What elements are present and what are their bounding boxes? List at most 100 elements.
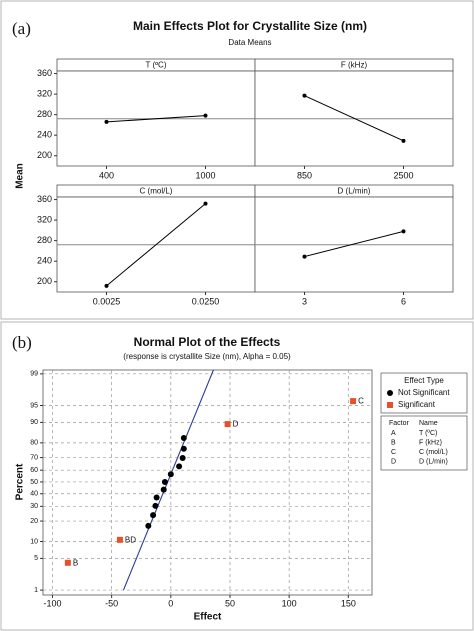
point-label: BD bbox=[125, 535, 136, 544]
x-tick-label: 6 bbox=[401, 296, 406, 306]
panel-label: (b) bbox=[12, 333, 32, 352]
x-tick-label: -50 bbox=[105, 598, 118, 608]
panel-title: C (mol/L) bbox=[140, 187, 173, 196]
y-tick-label: 90 bbox=[30, 419, 38, 426]
effect-point bbox=[161, 478, 168, 485]
mean-point bbox=[104, 119, 109, 124]
plot-area bbox=[42, 369, 373, 596]
y-tick-label: 99 bbox=[30, 371, 38, 378]
y-tick-label: 200 bbox=[37, 150, 52, 160]
x-tick-label: 150 bbox=[341, 598, 356, 608]
chart-title: Main Effects Plot for Crystallite Size (… bbox=[133, 19, 367, 33]
x-tick-label: 850 bbox=[297, 170, 312, 180]
panel-label: (a) bbox=[12, 19, 31, 38]
y-tick-label: 40 bbox=[30, 491, 38, 498]
y-axis-label: Percent bbox=[15, 463, 26, 500]
y-tick-label: 320 bbox=[37, 214, 52, 224]
y-tick-label: 10 bbox=[30, 538, 38, 545]
effect-point bbox=[160, 486, 167, 493]
effect-point bbox=[350, 398, 357, 405]
mean-point bbox=[302, 254, 307, 259]
x-tick-label: -100 bbox=[43, 598, 61, 608]
effect-point bbox=[145, 522, 152, 529]
mean-point bbox=[203, 201, 208, 206]
panel-title: F (kHz) bbox=[341, 61, 368, 70]
effect-point bbox=[64, 559, 71, 566]
chart-subtitle: (response is crystallite Size (nm), Alph… bbox=[123, 352, 291, 361]
factor-table-cell: D bbox=[391, 458, 396, 465]
legend-marker bbox=[387, 390, 393, 396]
factor-table-cell: B bbox=[391, 439, 396, 446]
factor-table-header: Name bbox=[419, 420, 438, 427]
mean-point bbox=[401, 138, 406, 143]
effect-line bbox=[304, 230, 404, 258]
panel-title: T (ºC) bbox=[146, 61, 167, 70]
legend-label: Not Significant bbox=[398, 388, 450, 397]
effect-point bbox=[167, 471, 174, 478]
effect-line bbox=[106, 115, 206, 123]
effect-point bbox=[150, 512, 157, 519]
factor-table-cell: T (ºC) bbox=[419, 430, 437, 437]
x-tick-label: 0.0025 bbox=[93, 296, 121, 306]
y-tick-label: 240 bbox=[37, 130, 52, 140]
y-tick-label: 5 bbox=[34, 555, 38, 562]
effect-point bbox=[180, 445, 187, 452]
mean-point bbox=[401, 229, 406, 234]
effect-point bbox=[224, 421, 231, 428]
legend-box bbox=[380, 372, 468, 414]
y-tick-label: 20 bbox=[30, 518, 38, 525]
legend-label: Significant bbox=[398, 400, 436, 409]
factor-table-cell: F (kHz) bbox=[419, 439, 442, 446]
y-tick-label: 80 bbox=[30, 440, 38, 447]
y-tick-label: 320 bbox=[37, 88, 52, 98]
x-tick-label: 100 bbox=[282, 598, 297, 608]
mean-point bbox=[302, 93, 307, 98]
panel-title: D (L/min) bbox=[338, 187, 371, 196]
mean-point bbox=[104, 283, 109, 288]
legend-title: Effect Type bbox=[404, 376, 444, 385]
x-tick-label: 0.0250 bbox=[192, 296, 220, 306]
effect-point bbox=[152, 502, 159, 509]
factor-table-header: Factor bbox=[389, 420, 410, 427]
y-tick-label: 280 bbox=[37, 235, 52, 245]
y-tick-label: 360 bbox=[37, 68, 52, 78]
y-tick-label: 70 bbox=[30, 454, 38, 461]
x-tick-label: 0 bbox=[168, 598, 173, 608]
factor-table-cell: D (L/min) bbox=[419, 458, 448, 465]
x-tick-label: 2500 bbox=[393, 170, 413, 180]
mean-point bbox=[203, 113, 208, 118]
effect-point bbox=[179, 455, 186, 462]
fit-line bbox=[122, 369, 214, 591]
y-tick-label: 95 bbox=[30, 402, 38, 409]
effect-line bbox=[106, 203, 206, 287]
chart-title: Normal Plot of the Effects bbox=[134, 335, 281, 349]
effect-point bbox=[153, 494, 160, 501]
x-tick-label: 1000 bbox=[195, 170, 215, 180]
y-axis-label: Mean bbox=[15, 163, 26, 189]
factor-table-cell: C bbox=[391, 449, 396, 456]
y-tick-label: 50 bbox=[30, 479, 38, 486]
factor-table-cell: C (mol/L) bbox=[419, 449, 448, 456]
y-tick-label: 360 bbox=[37, 194, 52, 204]
y-tick-label: 1 bbox=[34, 587, 38, 594]
effect-line bbox=[304, 95, 404, 142]
y-tick-label: 200 bbox=[37, 276, 52, 286]
chart-subtitle: Data Means bbox=[228, 38, 271, 47]
point-label: D bbox=[233, 420, 239, 429]
point-label: C bbox=[358, 397, 364, 406]
x-tick-label: 400 bbox=[99, 170, 114, 180]
x-tick-label: 3 bbox=[302, 296, 307, 306]
effect-point bbox=[176, 463, 183, 470]
effect-point bbox=[116, 536, 123, 543]
legend-marker bbox=[387, 402, 393, 408]
factor-table-box bbox=[380, 415, 468, 471]
y-tick-label: 240 bbox=[37, 256, 52, 266]
x-tick-label: 50 bbox=[225, 598, 235, 608]
y-tick-label: 280 bbox=[37, 109, 52, 119]
effect-point bbox=[180, 434, 187, 441]
y-tick-label: 60 bbox=[30, 467, 38, 474]
factor-table-cell: A bbox=[391, 430, 396, 437]
point-label: B bbox=[73, 558, 78, 567]
y-tick-label: 30 bbox=[30, 503, 38, 510]
